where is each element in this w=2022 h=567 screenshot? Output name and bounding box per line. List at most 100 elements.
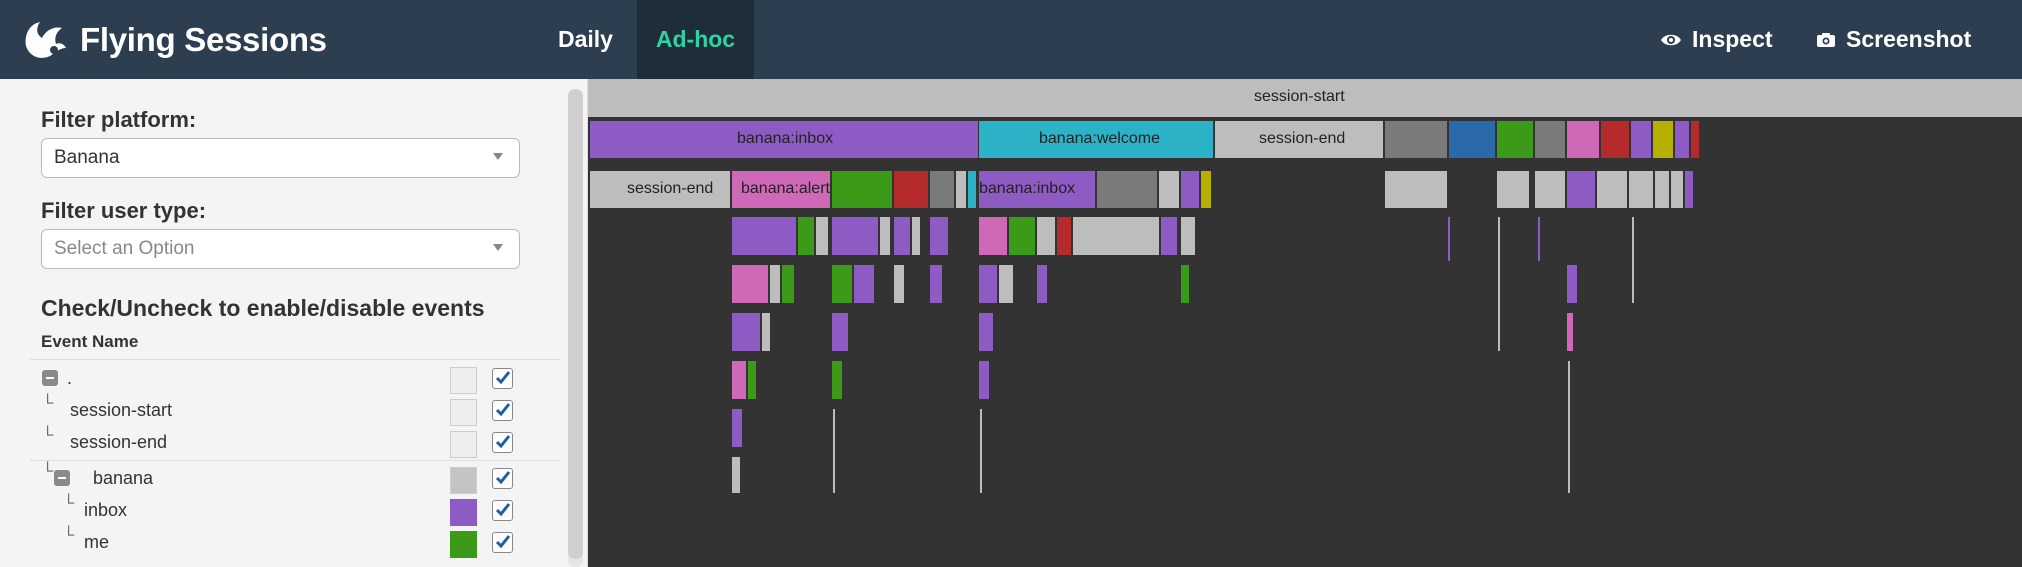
flame-block[interactable]	[1097, 171, 1157, 208]
brand[interactable]: Flying Sessions	[20, 0, 327, 79]
flame-block[interactable]	[912, 217, 920, 255]
screenshot-button[interactable]: Screenshot	[1816, 0, 1971, 79]
color-swatch[interactable]	[450, 467, 477, 494]
flame-block[interactable]	[1385, 171, 1447, 208]
flame-block[interactable]	[930, 171, 954, 208]
flame-block[interactable]	[956, 171, 966, 208]
flame-block[interactable]	[1201, 171, 1211, 208]
flame-block[interactable]	[732, 313, 760, 351]
flame-block[interactable]	[1675, 121, 1689, 158]
collapse-icon[interactable]	[42, 370, 58, 386]
flame-block[interactable]	[1631, 121, 1651, 158]
event-checkbox[interactable]	[492, 532, 513, 553]
flame-block[interactable]	[782, 265, 794, 303]
flame-block[interactable]	[854, 265, 874, 303]
flame-block[interactable]	[1009, 217, 1035, 255]
collapse-icon[interactable]	[54, 470, 70, 486]
flame-block[interactable]	[1567, 313, 1573, 351]
platform-select[interactable]: Banana	[41, 138, 520, 178]
flame-block-session-start[interactable]	[588, 79, 2022, 117]
flame-block[interactable]	[930, 217, 948, 255]
flame-block[interactable]	[1535, 171, 1565, 208]
flame-block[interactable]	[832, 265, 852, 303]
flame-block[interactable]	[999, 265, 1013, 303]
bird-logo-icon	[25, 21, 66, 58]
flame-block-banana-inbox[interactable]	[590, 121, 978, 158]
flame-block[interactable]	[1181, 265, 1189, 303]
event-row-inbox: └ inbox	[30, 495, 560, 527]
flame-block[interactable]	[762, 313, 770, 351]
event-checkbox[interactable]	[492, 368, 513, 389]
color-swatch[interactable]	[450, 367, 477, 394]
flame-block[interactable]	[1597, 171, 1627, 208]
flame-block[interactable]	[1535, 121, 1565, 158]
flame-block[interactable]	[832, 313, 848, 351]
flame-block[interactable]	[1181, 217, 1195, 255]
inspect-button[interactable]: Inspect	[1660, 0, 1773, 79]
flame-block[interactable]	[1691, 121, 1699, 158]
flame-block[interactable]	[832, 171, 892, 208]
flame-block[interactable]	[1159, 171, 1179, 208]
user-type-select[interactable]: Select an Option	[41, 229, 520, 269]
check-icon	[495, 503, 511, 517]
flame-block[interactable]	[1057, 217, 1071, 255]
flame-block[interactable]	[798, 217, 814, 255]
flame-block[interactable]	[979, 217, 1007, 255]
flame-block[interactable]	[1497, 171, 1529, 208]
flame-block[interactable]	[1161, 217, 1177, 255]
flame-block[interactable]	[968, 171, 976, 208]
flame-block[interactable]	[1181, 171, 1199, 208]
event-checkbox[interactable]	[492, 468, 513, 489]
flame-block[interactable]	[1685, 171, 1693, 208]
flame-block[interactable]	[979, 313, 993, 351]
flame-block[interactable]	[832, 361, 842, 399]
color-swatch[interactable]	[450, 499, 477, 526]
flame-block-banana-alert[interactable]	[732, 171, 830, 208]
event-checkbox[interactable]	[492, 400, 513, 421]
flame-block-banana-inbox-2[interactable]	[979, 171, 1095, 208]
flame-block[interactable]	[1497, 121, 1533, 158]
color-swatch[interactable]	[450, 431, 477, 458]
flame-chart[interactable]: session-start banana:inbox banana:welcom…	[588, 79, 2022, 567]
flame-block[interactable]	[732, 361, 746, 399]
flame-block[interactable]	[979, 265, 997, 303]
color-swatch[interactable]	[450, 399, 477, 426]
event-checkbox[interactable]	[492, 432, 513, 453]
tab-ad-hoc[interactable]: Ad-hoc	[637, 0, 754, 79]
flame-block[interactable]	[1037, 217, 1055, 255]
flame-block[interactable]	[894, 171, 928, 208]
flame-block[interactable]	[880, 217, 890, 255]
flame-block[interactable]	[1653, 121, 1673, 158]
flame-block[interactable]	[1449, 121, 1495, 158]
flame-block[interactable]	[748, 361, 756, 399]
event-checkbox[interactable]	[492, 500, 513, 521]
color-swatch[interactable]	[450, 531, 477, 558]
flame-block-banana-welcome[interactable]	[979, 121, 1213, 158]
flame-block[interactable]	[1567, 265, 1577, 303]
flame-block[interactable]	[1629, 171, 1653, 208]
check-icon	[495, 403, 511, 417]
flame-block-session-end-top[interactable]	[1215, 121, 1383, 158]
flame-block[interactable]	[1655, 171, 1669, 208]
flame-block-session-end-left[interactable]	[590, 171, 730, 208]
flame-block[interactable]	[1567, 121, 1599, 158]
sidebar-scrollbar-thumb[interactable]	[568, 89, 583, 559]
tab-daily[interactable]: Daily	[558, 26, 613, 52]
flame-block[interactable]	[1037, 265, 1047, 303]
flame-block[interactable]	[832, 217, 878, 255]
flame-block[interactable]	[1073, 217, 1159, 255]
flame-block[interactable]	[930, 265, 942, 303]
flame-block[interactable]	[770, 265, 780, 303]
flame-block[interactable]	[816, 217, 828, 255]
flame-block[interactable]	[1601, 121, 1629, 158]
flame-block[interactable]	[732, 265, 768, 303]
flame-block[interactable]	[1671, 171, 1683, 208]
flame-block[interactable]	[732, 409, 742, 447]
flame-block[interactable]	[894, 217, 910, 255]
flame-block[interactable]	[1385, 121, 1447, 158]
flame-block[interactable]	[732, 217, 796, 255]
flame-block[interactable]	[894, 265, 904, 303]
flame-block[interactable]	[979, 361, 989, 399]
flame-block[interactable]	[1567, 171, 1595, 208]
flame-block[interactable]	[732, 457, 740, 493]
